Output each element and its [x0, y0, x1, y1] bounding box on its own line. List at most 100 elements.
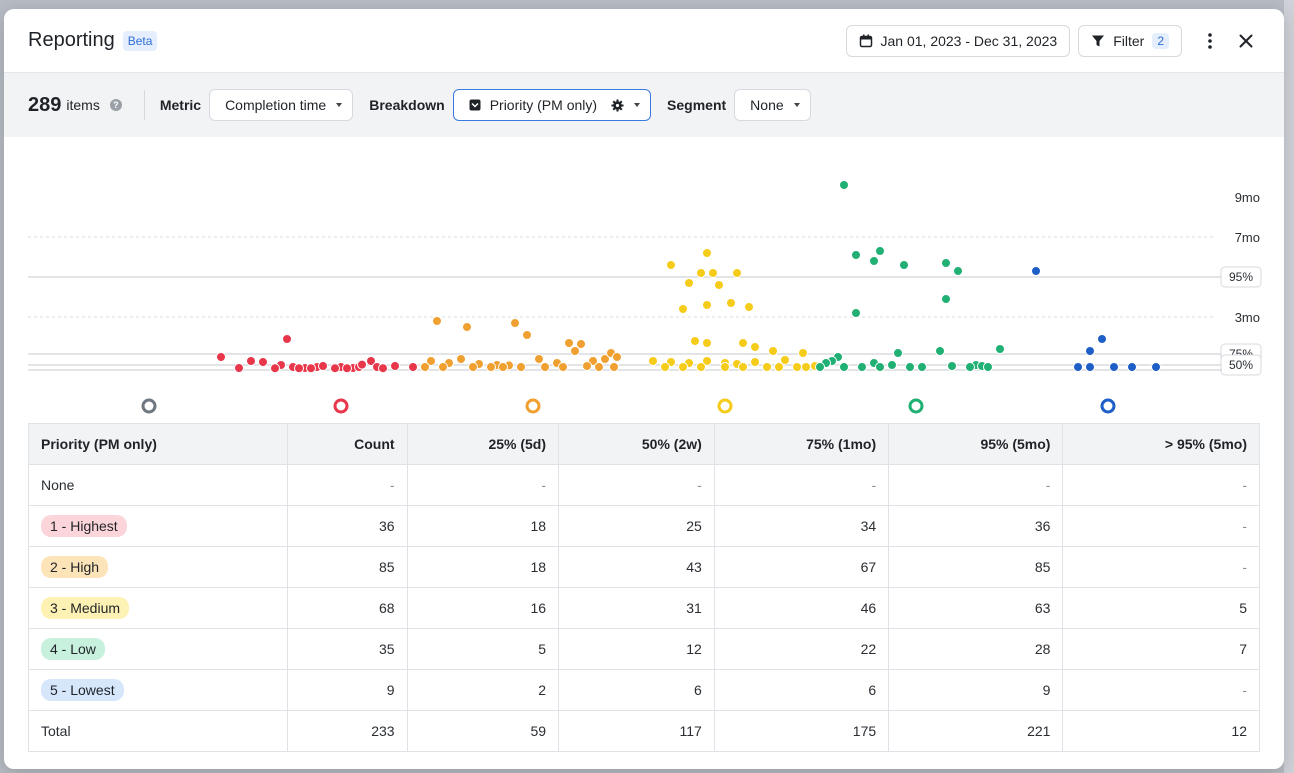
data-point — [887, 360, 897, 370]
priority-field-icon — [469, 99, 481, 111]
data-point — [390, 361, 400, 371]
value-cell: 63 — [888, 587, 1064, 629]
data-point — [702, 356, 712, 366]
value-cell: 25 — [558, 505, 715, 547]
data-point — [378, 363, 388, 374]
more-options-button[interactable] — [1196, 27, 1224, 55]
percentile-badge — [1220, 266, 1262, 288]
value-cell: 34 — [713, 505, 890, 547]
table-row: 1 - Highest 36 18 25 34 36- — [28, 505, 1260, 547]
data-point — [941, 294, 951, 304]
priority-pill: 5 - Lowest — [41, 679, 124, 701]
data-point — [408, 362, 418, 372]
breakdown-select[interactable]: Priority (PM only) — [452, 89, 652, 121]
y-tick-label: 3mo — [1235, 310, 1260, 325]
data-point — [234, 363, 244, 373]
data-point — [570, 346, 580, 356]
priority-cell: 3 - Medium — [28, 587, 288, 629]
data-point — [696, 362, 706, 372]
data-point — [342, 363, 352, 374]
value-cell: - — [286, 464, 408, 506]
chevron-down-icon — [634, 103, 641, 107]
value-cell: - — [1062, 546, 1260, 588]
close-button[interactable] — [1232, 27, 1260, 55]
data-point — [792, 362, 802, 372]
data-point — [1085, 346, 1095, 356]
backdrop — [1284, 0, 1294, 773]
data-point — [522, 330, 532, 340]
value-cell: 22 — [713, 628, 890, 670]
items-count: 289 — [28, 93, 62, 116]
percentile-label: 95% — [1229, 270, 1253, 284]
beta-badge: Beta — [122, 30, 158, 51]
category-marker — [525, 398, 541, 414]
data-point — [609, 362, 619, 372]
data-point — [564, 338, 574, 348]
help-icon[interactable]: ? — [109, 99, 122, 111]
data-point — [1073, 362, 1083, 372]
value-cell: 36 — [286, 505, 408, 547]
metric-label: Metric — [159, 97, 202, 113]
value-cell: - — [713, 464, 890, 506]
value-cell: 12 — [1062, 710, 1260, 752]
data-point — [875, 246, 885, 256]
breakdown-table-wrap: Priority (PM only) Count 25% (5d) 50% (2w) 7… — [28, 423, 1260, 752]
data-point — [558, 362, 568, 372]
date-range-button[interactable]: Jan 01, 2023 - Dec 31, 2023 — [845, 24, 1071, 57]
value-cell: - — [406, 464, 560, 506]
toolbar-divider — [143, 90, 145, 120]
data-point — [702, 248, 712, 258]
data-point — [875, 362, 885, 372]
data-point — [216, 352, 226, 362]
value-cell: 16 — [406, 587, 560, 629]
category-marker — [141, 398, 157, 414]
data-point — [468, 362, 478, 372]
data-point — [899, 260, 909, 270]
table-row: 3 - Medium 68 16 31 46 63 5 — [28, 587, 1260, 629]
value-cell: - — [1062, 464, 1260, 506]
value-cell: 5 — [1062, 587, 1260, 629]
value-cell: 46 — [713, 587, 890, 629]
value-cell: 233 — [286, 710, 408, 752]
priority-pill: 4 - Low — [41, 638, 105, 660]
data-point — [1031, 266, 1041, 276]
report-toolbar: 289 items ? Metric Completion time Break… — [4, 73, 1284, 137]
value-cell: 117 — [558, 710, 715, 752]
value-cell: 28 — [888, 628, 1064, 670]
data-point — [851, 250, 861, 260]
data-point — [798, 348, 808, 358]
data-point — [935, 346, 945, 356]
data-point — [1127, 362, 1137, 372]
data-point — [750, 357, 760, 367]
metric-select[interactable]: Completion time — [209, 89, 354, 121]
table-row: 5 - Lowest 9 2 6 6 9- — [28, 669, 1260, 711]
data-point — [768, 346, 778, 356]
data-point — [426, 356, 436, 366]
value-cell: 5 — [406, 628, 560, 670]
value-cell: 9 — [286, 669, 408, 711]
data-point — [965, 362, 975, 372]
gear-icon[interactable] — [611, 98, 624, 112]
priority-cell: 5 - Lowest — [28, 669, 288, 711]
data-point — [258, 357, 268, 367]
category-marker — [908, 398, 924, 414]
data-point — [270, 363, 280, 374]
value-cell: 9 — [888, 669, 1064, 711]
page-title: Reporting — [28, 29, 115, 51]
data-point — [947, 361, 957, 371]
data-point — [456, 354, 466, 364]
data-point — [1085, 362, 1095, 372]
filter-button[interactable]: Filter 2 — [1078, 24, 1182, 57]
filter-label: Filter — [1113, 32, 1145, 49]
data-point — [708, 268, 718, 278]
data-point — [1151, 362, 1161, 372]
chevron-down-icon — [793, 103, 800, 107]
segment-select[interactable]: None — [734, 89, 811, 121]
chevron-down-icon — [336, 103, 343, 107]
value-cell: 85 — [888, 546, 1064, 588]
data-point — [678, 362, 688, 372]
data-point — [995, 344, 1005, 354]
data-point — [432, 316, 442, 326]
data-point — [690, 336, 700, 346]
